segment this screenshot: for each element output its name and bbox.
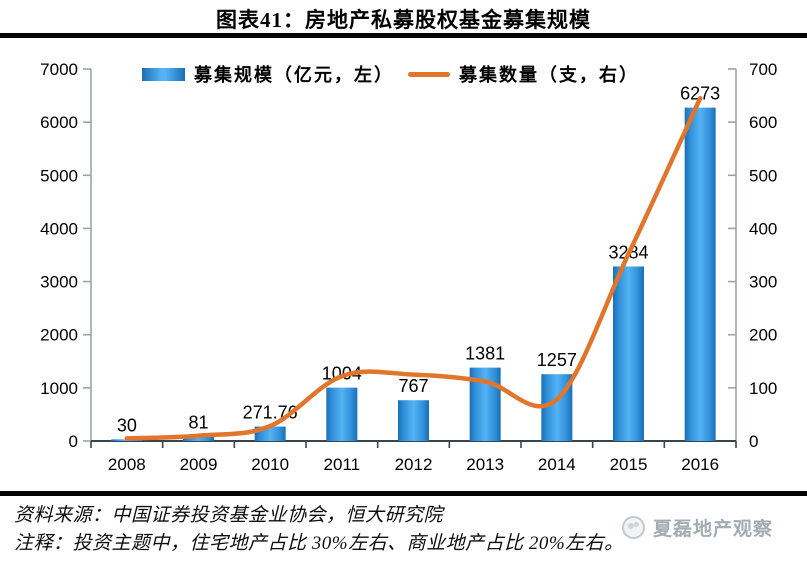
source-note: 资料来源：中国证券投资基金业协会，恒大研究院 bbox=[14, 505, 444, 526]
watermark-text: 夏磊地产观察 bbox=[653, 519, 774, 540]
right-axis-tick-label-600: 600 bbox=[749, 113, 777, 132]
left-axis-tick-label-6000: 6000 bbox=[40, 113, 78, 132]
bar-value-label-2012: 767 bbox=[398, 376, 428, 396]
right-axis-tick-label-400: 400 bbox=[749, 219, 777, 238]
left-axis-tick-label-1000: 1000 bbox=[40, 379, 78, 398]
x-axis-label-2011: 2011 bbox=[324, 455, 361, 474]
bar-2016 bbox=[684, 107, 716, 441]
x-axis-label-2014: 2014 bbox=[538, 455, 576, 474]
bar-2012 bbox=[398, 400, 429, 441]
chart-legend: 募集规模（亿元，左） 募集数量（支，右） bbox=[142, 61, 639, 87]
right-axis-tick-label-700: 700 bbox=[749, 60, 777, 79]
bar-value-label-2016: 6273 bbox=[680, 84, 720, 104]
watermark-logo-icon bbox=[622, 516, 645, 539]
watermark: 夏磊地产观察 bbox=[622, 514, 773, 541]
legend-item-bar-series: 募集规模（亿元，左） bbox=[142, 61, 394, 87]
figure-title: 图表41：房地产私募股权基金募集规模 bbox=[216, 8, 591, 32]
x-axis-label-2016: 2016 bbox=[681, 455, 719, 474]
right-axis-tick-label-100: 100 bbox=[749, 379, 777, 398]
legend-label-bar-series: 募集规模（亿元，左） bbox=[194, 65, 394, 85]
right-axis-tick-label-300: 300 bbox=[749, 273, 777, 292]
x-axis-label-2008: 2008 bbox=[108, 455, 146, 474]
x-axis-label-2010: 2010 bbox=[251, 455, 289, 474]
bottom-rule bbox=[0, 491, 807, 496]
legend-item-line-series: 募集数量（支，右） bbox=[408, 61, 639, 87]
bar-2011 bbox=[326, 387, 358, 441]
legend-label-line-series: 募集数量（支，右） bbox=[459, 65, 639, 85]
left-axis-tick-label-5000: 5000 bbox=[40, 166, 78, 185]
top-rule bbox=[0, 33, 807, 38]
left-axis-tick-label-2000: 2000 bbox=[40, 326, 78, 345]
left-axis-tick-label-3000: 3000 bbox=[40, 273, 78, 292]
x-axis-label-2012: 2012 bbox=[395, 455, 433, 474]
line-series-swatch bbox=[408, 71, 450, 77]
bar-series-swatch bbox=[142, 67, 185, 81]
bar-value-label-2008: 30 bbox=[117, 415, 137, 435]
right-axis-tick-label-0: 0 bbox=[749, 432, 758, 451]
x-axis-label-2009: 2009 bbox=[180, 455, 218, 474]
x-axis-label-2013: 2013 bbox=[466, 455, 504, 474]
right-axis-tick-label-500: 500 bbox=[749, 166, 777, 185]
bar-value-label-2014: 1257 bbox=[537, 350, 577, 370]
line-series-path bbox=[124, 95, 703, 441]
left-axis-tick-label-4000: 4000 bbox=[40, 219, 78, 238]
bar-value-label-2013: 1381 bbox=[465, 344, 505, 364]
annotation-note: 注释：投资主题中，住宅地产占比 30%左右、商业地产占比 20%左右。 bbox=[14, 533, 624, 554]
bar-2009 bbox=[183, 436, 214, 441]
bar-2015 bbox=[613, 266, 644, 441]
left-axis-tick-label-7000: 7000 bbox=[40, 60, 78, 79]
left-axis-tick-label-0: 0 bbox=[69, 432, 78, 451]
x-axis-label-2015: 2015 bbox=[610, 455, 648, 474]
right-axis-tick-label-200: 200 bbox=[749, 326, 777, 345]
bar-value-label-2009: 81 bbox=[188, 413, 208, 433]
